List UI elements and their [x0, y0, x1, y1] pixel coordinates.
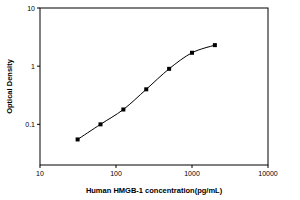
x-tick	[116, 165, 117, 168]
plot-frame	[40, 8, 268, 165]
y-tick	[37, 124, 40, 125]
x-tick	[192, 165, 193, 168]
y-tick	[37, 66, 40, 67]
y-axis-label: Optical Density	[5, 58, 14, 113]
marker	[76, 137, 80, 141]
y-tick-label: 10	[27, 5, 35, 12]
x-tick-label: 10	[36, 170, 44, 177]
y-tick-label: 1	[31, 63, 35, 70]
y-tick-label: 0.1	[25, 121, 35, 128]
marker	[213, 43, 217, 47]
marker	[98, 122, 102, 126]
marker	[144, 87, 148, 91]
x-axis-label: Human HMGB-1 concentration(pg/mL)	[86, 186, 223, 195]
marker	[190, 51, 194, 55]
marker	[167, 67, 171, 71]
curve	[78, 45, 215, 139]
y-tick	[37, 8, 40, 9]
x-tick-label: 100	[110, 170, 122, 177]
marker	[121, 107, 125, 111]
plot-data	[76, 43, 217, 141]
x-tick-label: 1000	[184, 170, 200, 177]
x-tick	[40, 165, 41, 168]
chart: 10 100 1000 10000 0.1 1 10 Human HMGB-1 concent…	[0, 0, 300, 200]
x-tick	[268, 165, 269, 168]
x-tick-label: 10000	[258, 170, 278, 177]
